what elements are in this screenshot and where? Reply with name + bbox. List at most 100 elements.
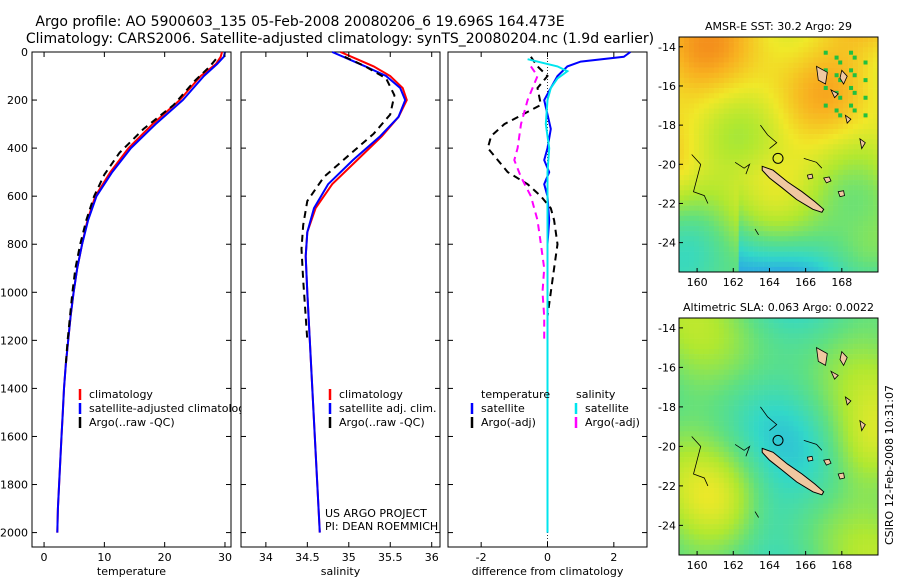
sst-speckle-0 [823,50,828,55]
panel-sst-map: AMSR-E SST: 30.2 Argo: 29 160 162 164 166 168… [658,20,879,289]
sst-map-ytick-label-3: -20 [658,158,676,171]
temperature-ytick-label-7: 1400 [0,382,28,395]
sst-speckle-5 [863,60,868,65]
islet-6 [844,396,852,406]
credit-stamp: CSIRO 12-Feb-2008 10:31:07 [883,385,896,545]
sst-speckle-17 [863,95,868,100]
sst-speckle-4 [852,55,857,60]
salinity-series-1 [304,51,407,533]
difference-legend-header-1: salinity [576,388,616,401]
salinity-legend-entry-0: climatology [339,388,403,401]
temperature-xtick-label-0: 0 [41,551,48,564]
sla-map-ytick-label-4: -22 [658,480,676,493]
islet-6 [844,114,852,125]
difference-legend-header-0: temperature [481,388,550,401]
salinity-series-2 [300,55,396,341]
sst-map-ytick-label-5: -24 [658,237,676,250]
difference-legend-entry-0-0: satellite [481,402,525,415]
difference-legend-entry-0-1: Argo(-adj) [481,416,536,429]
salinity-xtick-label-4: 36 [425,551,439,564]
sst-map-xtick-label-3: 166 [795,276,816,289]
salinity-legend-entry-1: satellite adj. clim. [339,402,436,415]
islet-7 [859,419,866,432]
temperature-ytick-label-8: 1600 [0,430,28,443]
new-caledonia-landmass [761,165,825,213]
credit-project: US ARGO PROJECT [325,507,427,520]
salinity-xtick-label-3: 35.5 [378,551,403,564]
islet-5 [830,370,839,380]
difference-legend-entry-1-1: Argo(-adj) [585,416,640,429]
reef-outline-0 [691,436,709,487]
sla-map-xtick-label-0: 160 [687,559,708,572]
temperature-xtick-label-2: 20 [158,551,172,564]
sst-map-ytick-label-0: -14 [658,41,676,54]
sla-map-frame [678,317,879,556]
islet-3 [839,69,848,85]
sla-map-ytick-label-1: -16 [658,361,676,374]
sst-speckle-3 [849,50,854,55]
sst-speckle-18 [823,103,828,108]
sst-map-ytick-label-4: -22 [658,197,676,210]
sst-map-xtick-label-4: 168 [831,276,852,289]
header-line-1: Argo profile: AO 5900603_135 05-Feb-2008… [35,14,564,30]
islet-1 [837,472,845,480]
temperature-ytick-label-4: 800 [7,238,28,251]
islet-4 [816,346,828,367]
sst-speckle-21 [849,103,854,108]
sst-speckle-9 [849,68,854,73]
sla-map-title: Altimetric SLA: 0.063 Argo: 0.0022 [683,301,874,314]
sst-speckle-6 [823,68,828,73]
sst-speckle-16 [852,90,857,95]
temperature-series-2 [64,58,217,365]
sla-map-ytick-label-2: -18 [658,401,676,414]
sst-map-frame [678,36,879,273]
islet-7 [859,137,866,150]
temperature-ytick-label-5: 1000 [0,286,28,299]
credit-pi: PI: DEAN ROEMMICH [325,520,438,533]
panel-sla-map: Altimetric SLA: 0.063 Argo: 0.0022 160 162… [658,301,879,572]
temperature-ytick-label-6: 1200 [0,334,28,347]
reef-outline-4 [754,511,759,518]
sst-speckle-11 [863,78,868,83]
sla-map-xtick-label-1: 162 [723,559,744,572]
difference-xtick-label-0: -2 [476,551,487,564]
temperature-legend-entry-1: satellite-adjusted climatology [89,402,252,415]
sst-speckle-10 [852,73,857,78]
sla-map-land [691,346,866,518]
sst-map-ytick-label-2: -18 [658,119,676,132]
panel-temperature: 0 10 20 30 0 200 400 600 800 1000 1200 1400 1600 1800… [0,46,252,578]
sst-speckle-14 [838,95,843,100]
difference-series-3 [513,65,546,341]
difference-xlabel: difference from climatology [472,565,624,578]
panel-salinity: 34 34.5 35 35.5 36 salinity climatologysatelli… [240,51,441,578]
salinity-frame [240,51,441,548]
new-caledonia-landmass [761,447,825,496]
salinity-legend-entry-2: Argo(..raw -QC) [339,416,425,429]
sst-map-title: AMSR-E SST: 30.2 Argo: 29 [705,20,852,33]
islet-5 [830,88,839,99]
temperature-ytick-label-3: 600 [7,190,28,203]
sst-map-ytick-label-1: -16 [658,80,676,93]
sla-map-ytick-label-0: -14 [658,322,676,335]
sst-map-land [691,65,866,236]
temperature-ytick-label-10: 2000 [0,527,28,540]
reef-outline-3 [803,440,823,451]
islet-0 [823,176,832,184]
sla-map-xtick-label-4: 168 [831,559,852,572]
difference-series-0 [543,51,631,533]
sla-map-ytick-label-5: -24 [658,519,676,532]
difference-legend-entry-1-0: satellite [585,402,629,415]
sst-map-xtick-label-2: 164 [759,276,780,289]
temperature-xtick-label-1: 10 [97,551,111,564]
temperature-ytick-label-1: 200 [7,94,28,107]
temperature-ytick-label-0: 0 [21,46,28,59]
sst-speckle-23 [863,113,868,118]
temperature-legend-entry-0: climatology [89,388,153,401]
difference-series-1 [486,56,559,317]
reef-outline-1 [734,161,751,175]
reef-outline-0 [691,154,709,204]
sst-speckle-8 [838,78,843,83]
reef-outline-2 [760,124,778,149]
